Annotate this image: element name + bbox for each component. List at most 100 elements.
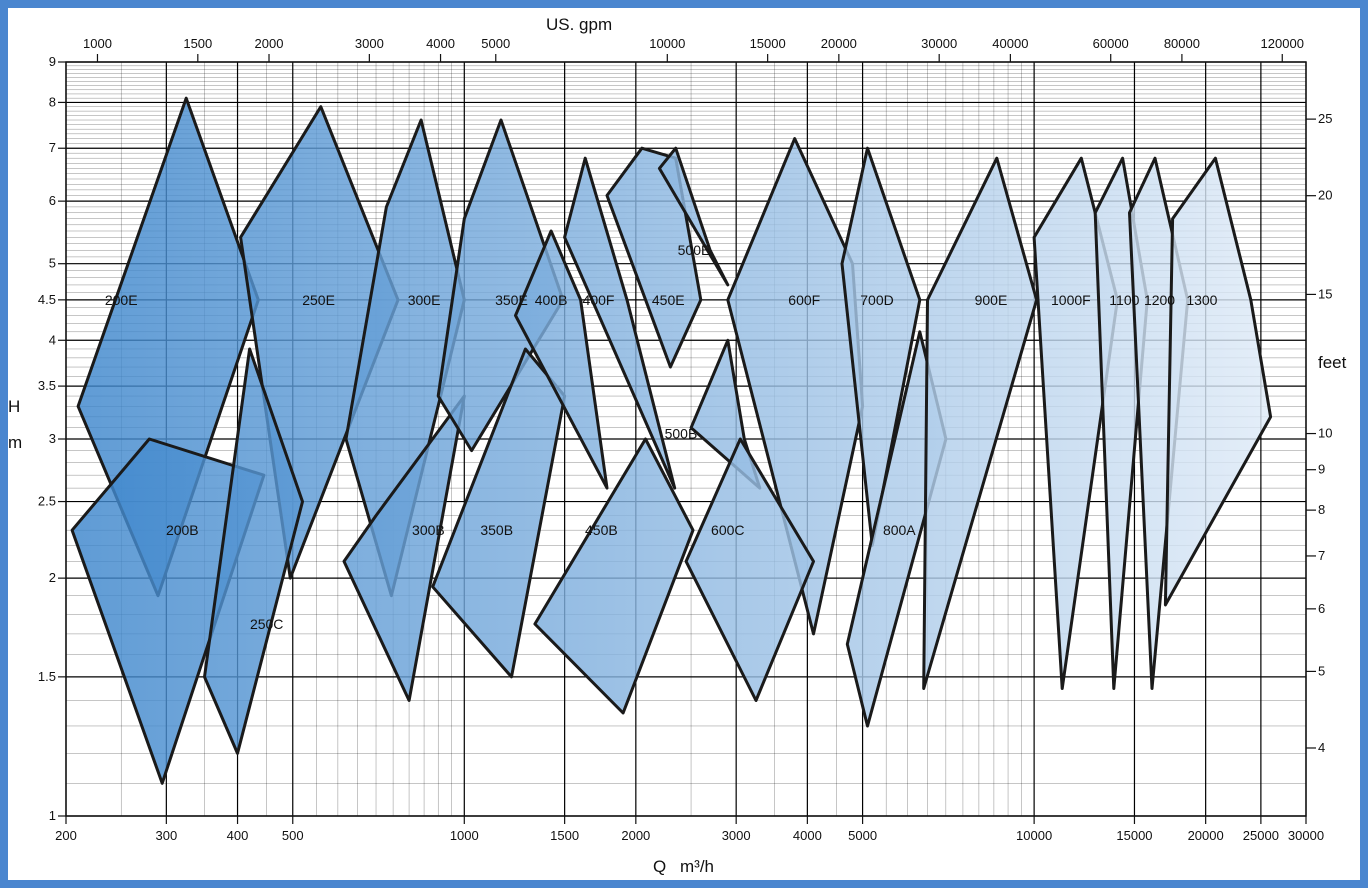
pump-label-400b: 400B [535,292,568,308]
top-tick-label: 30000 [921,36,957,51]
pump-label-500e: 500E [678,242,711,258]
y-tick-label: 1 [49,808,56,823]
top-axis-label: US. gpm [546,15,612,34]
right-tick-label: 10 [1318,426,1332,441]
pump-label-600f: 600F [788,292,820,308]
right-tick-label: 7 [1318,548,1325,563]
x-tick-label: 2000 [621,828,650,843]
y-axis-ticks: 1 1.5 2 2.5 3 3.5 4 4.5 5 6 7 8 9 [38,54,66,823]
y-tick-label: 9 [49,54,56,69]
right-axis-ticks: 4 5 6 7 8 9 10 15 20 25 [1306,111,1332,755]
x-tick-label: 300 [155,828,177,843]
y-tick-label: 8 [49,94,56,109]
right-tick-label: 4 [1318,740,1325,755]
y-tick-label: 2.5 [38,494,56,509]
pump-label-350e: 350E [495,292,528,308]
pump-label-350b: 350B [480,522,513,538]
x-tick-label: 200 [55,828,77,843]
top-tick-label: 4000 [426,36,455,51]
right-tick-label: 25 [1318,111,1332,126]
pump-label-200e: 200E [105,292,138,308]
right-tick-label: 8 [1318,502,1325,517]
top-tick-label: 80000 [1164,36,1200,51]
x-axis-label-unit: m³/h [680,857,714,876]
pump-label-250c: 250C [250,616,283,632]
pump-label-300e: 300E [408,292,441,308]
y-tick-label: 1.5 [38,669,56,684]
y-tick-label: 7 [49,140,56,155]
top-axis-ticks: 1000 1500 2000 3000 4000 5000 10000 15000 20000 3… [83,36,1304,62]
pump-area-900e [922,156,1039,690]
y-tick-label: 3.5 [38,378,56,393]
top-tick-label: 60000 [1093,36,1129,51]
pump-area-250c [203,347,304,755]
x-tick-label: 1500 [550,828,579,843]
chart-frame: 200E 200B 250E 250C 300E 300B 350E 350B 400B 400F… [8,8,1360,880]
pump-label-1100: 1100 [1109,292,1139,308]
y-axis-label-m: m [8,433,22,452]
top-tick-label: 120000 [1261,36,1304,51]
x-tick-label: 400 [227,828,249,843]
right-tick-label: 5 [1318,663,1325,678]
pump-area-700d [840,146,922,547]
x-tick-label: 3000 [722,828,751,843]
pump-label-450b: 450B [585,522,618,538]
x-tick-label: 4000 [793,828,822,843]
pump-areas [70,96,1273,785]
pump-label-400f: 400F [583,292,615,308]
top-tick-label: 10000 [649,36,685,51]
pump-area-500e [657,146,730,287]
pump-label-200b: 200B [166,522,199,538]
pump-area-450e [605,146,703,369]
y-axis-label-h: H [8,397,20,416]
y-tick-label: 5 [49,256,56,271]
pump-label-700d: 700D [860,292,893,308]
x-tick-label: 30000 [1288,828,1324,843]
top-tick-label: 15000 [750,36,786,51]
top-tick-label: 2000 [255,36,284,51]
pump-area-400f [563,156,677,490]
pump-area-400b [514,229,609,490]
pump-label-1200: 1200 [1144,292,1175,308]
pump-label-900e: 900E [975,292,1008,308]
pump-area-450b [533,437,695,715]
top-tick-label: 40000 [992,36,1028,51]
pump-label-500b: 500B [665,425,698,441]
pump-area-1300 [1163,156,1273,607]
top-tick-label: 5000 [481,36,510,51]
pump-label-1000f: 1000F [1051,292,1091,308]
right-axis-label: feet [1318,353,1347,372]
pump-area-600c [684,437,815,702]
x-tick-label: 10000 [1016,828,1052,843]
y-tick-label: 4.5 [38,292,56,307]
pump-area-labels: 200E 200B 250E 250C 300E 300B 350E 350B 400B 400F… [105,242,1218,632]
pump-area-350e [436,118,565,453]
y-tick-label: 2 [49,570,56,585]
pump-label-1300: 1300 [1186,292,1217,308]
x-tick-label: 500 [282,828,304,843]
x-tick-label: 1000 [450,828,479,843]
x-axis-ticks: 200 300 400 500 1000 1500 2000 3000 4000 5000 1000… [55,816,1324,843]
pump-selection-chart: 200E 200B 250E 250C 300E 300B 350E 350B 400B 400F… [8,15,1347,876]
right-tick-label: 9 [1318,462,1325,477]
pump-label-450e: 450E [652,292,685,308]
x-tick-label: 15000 [1116,828,1152,843]
pump-label-300b: 300B [412,522,445,538]
pump-label-250e: 250E [302,292,335,308]
right-tick-label: 20 [1318,188,1332,203]
y-tick-label: 6 [49,193,56,208]
x-axis-label-q: Q [653,857,666,876]
x-tick-label: 20000 [1188,828,1224,843]
pump-label-600c: 600C [711,522,744,538]
pump-label-800a: 800A [883,522,916,538]
right-tick-label: 6 [1318,601,1325,616]
right-tick-label: 15 [1318,286,1332,301]
top-tick-label: 1000 [83,36,112,51]
x-tick-label: 25000 [1243,828,1279,843]
top-tick-label: 3000 [355,36,384,51]
top-tick-label: 1500 [183,36,212,51]
top-tick-label: 20000 [821,36,857,51]
y-tick-label: 4 [49,332,56,347]
x-tick-label: 5000 [848,828,877,843]
y-tick-label: 3 [49,431,56,446]
